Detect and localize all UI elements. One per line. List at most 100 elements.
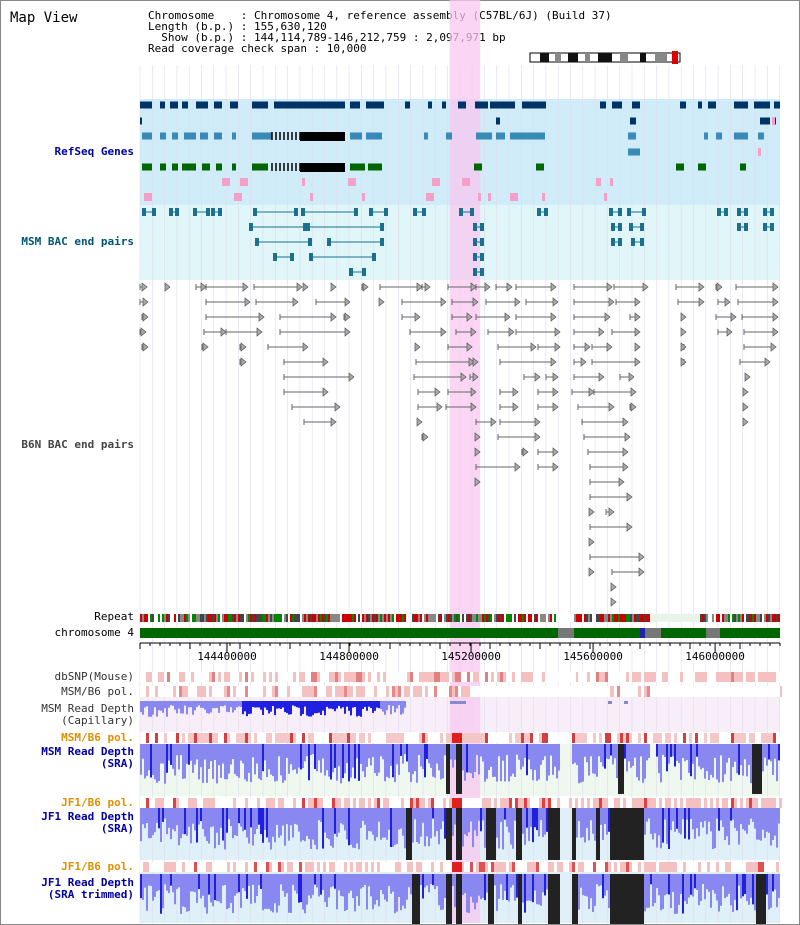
jf1-b6-pol-variant bbox=[149, 798, 152, 808]
track-label-jf1-depth-sra[interactable]: JF1 Read Depth (SRA) bbox=[41, 811, 134, 835]
b6n-bac-arrow bbox=[552, 402, 559, 412]
jf1-sra-depth bbox=[180, 808, 182, 839]
jf1-b6-pol-variant bbox=[578, 798, 581, 808]
msm-b6-pol2-variant bbox=[236, 733, 239, 743]
b6n-bac-arrow bbox=[638, 552, 645, 562]
jf1-b6-pol-variant bbox=[380, 798, 383, 808]
jf1-b6-pol-variant bbox=[701, 798, 704, 808]
dbsnp-variant bbox=[212, 672, 215, 682]
jf1-sra-depth bbox=[434, 808, 436, 837]
msm-bac-end bbox=[380, 223, 384, 231]
msm-b6-pol-variant bbox=[335, 686, 338, 697]
repeat-element bbox=[768, 614, 770, 622]
track-label-msm-b6-pol[interactable]: MSM/B6 pol. bbox=[61, 685, 134, 698]
msm-capillary-depth bbox=[266, 701, 268, 710]
repeat-element bbox=[190, 614, 192, 622]
jf1-b6-pol-variant bbox=[425, 798, 428, 808]
jf1-trimmed-depth bbox=[400, 874, 402, 911]
msm-capillary-depth bbox=[226, 701, 228, 712]
track-label-b6n-bac[interactable]: B6N BAC end pairs bbox=[21, 438, 134, 451]
msm-b6-pol2-variant bbox=[170, 733, 173, 743]
jf1-trimmed-depth bbox=[470, 874, 472, 897]
jf1-b6-pol2-variant bbox=[479, 862, 482, 872]
msm-sra-depth bbox=[270, 744, 272, 775]
msm-sra-depth bbox=[680, 744, 682, 780]
jf1-sra-depth bbox=[184, 808, 186, 835]
msm-sra-depth bbox=[164, 744, 166, 784]
track-label-jf1-depth-trimmed[interactable]: JF1 Read Depth (SRA trimmed) bbox=[41, 877, 134, 901]
jf1-trimmed-depth bbox=[502, 874, 504, 900]
msm-b6-pol-variant bbox=[209, 686, 212, 697]
msm-capillary-depth bbox=[394, 701, 396, 713]
jf1-b6-pol-variant bbox=[254, 798, 257, 808]
track-label-msm-depth-sra[interactable]: MSM Read Depth (SRA) bbox=[41, 746, 134, 770]
msm-bac-end bbox=[627, 208, 631, 216]
b6n-bac-arrow bbox=[514, 462, 521, 472]
msm-b6-pol-variant bbox=[632, 686, 635, 697]
dbsnp-variant bbox=[155, 672, 158, 682]
msm-b6-pol2-variant bbox=[698, 733, 701, 743]
track-label-msm-bac[interactable]: MSM BAC end pairs bbox=[21, 235, 134, 248]
repeat-element bbox=[186, 614, 188, 622]
track-label-jf1-b6-pol[interactable]: JF1/B6 pol. bbox=[61, 796, 134, 809]
msm-capillary-depth bbox=[344, 701, 346, 714]
msm-sra-depth bbox=[440, 744, 442, 780]
dbsnp-variant bbox=[581, 672, 584, 682]
capillary-mark bbox=[624, 701, 628, 704]
msm-b6-pol-variant bbox=[314, 686, 317, 697]
jf1-sra-depth bbox=[760, 808, 762, 841]
repeat-element bbox=[332, 614, 334, 622]
track-label-refseq[interactable]: RefSeq Genes bbox=[54, 145, 134, 158]
jf1-sra-depth bbox=[674, 808, 676, 832]
jf1-sra-depth bbox=[650, 808, 652, 834]
jf1-sra-depth bbox=[600, 808, 602, 825]
repeat-element bbox=[638, 614, 640, 622]
jf1-sra-depth bbox=[466, 808, 468, 837]
jf1-sra-depth bbox=[644, 808, 646, 835]
track-label-jf1-b6-pol-2[interactable]: JF1/B6 pol. bbox=[61, 860, 134, 873]
msm-sra-depth bbox=[496, 744, 498, 782]
msm-capillary-depth bbox=[162, 701, 164, 713]
jf1-b6-pol2-variant bbox=[692, 862, 695, 872]
jf1-b6-pol-variant bbox=[629, 798, 632, 808]
msm-b6-pol2-variant bbox=[203, 733, 206, 743]
repeat-element bbox=[378, 614, 380, 622]
track-label-msm-b6-pol-2[interactable]: MSM/B6 pol. bbox=[61, 731, 134, 744]
jf1-sra-depth bbox=[724, 808, 726, 841]
track-label-chromosome[interactable]: chromosome 4 bbox=[54, 626, 134, 639]
b6n-bac-arrow bbox=[552, 387, 559, 397]
jf1-trimmed-depth bbox=[720, 874, 722, 906]
jf1-trimmed-depth bbox=[540, 874, 542, 906]
repeat-element bbox=[750, 614, 752, 622]
jf1-sra-depth bbox=[428, 808, 430, 847]
track-label-dbsnp[interactable]: dbSNP(Mouse) bbox=[54, 670, 134, 683]
msm-capillary-depth bbox=[168, 701, 170, 708]
dbsnp-variant bbox=[743, 672, 746, 682]
jf1-b6-pol-variant bbox=[212, 798, 215, 808]
jf1-trimmed-depth bbox=[184, 874, 186, 908]
msm-b6-pol2-variant bbox=[647, 733, 650, 743]
msm-bac-end bbox=[169, 208, 173, 216]
dbsnp-variant bbox=[434, 672, 437, 682]
repeat-element bbox=[716, 614, 718, 622]
repeat-element bbox=[530, 614, 532, 622]
jf1-b6-pol-variant bbox=[668, 798, 671, 808]
jf1-b6-pol-variant bbox=[671, 798, 674, 808]
jf1-b6-pol-variant bbox=[377, 798, 380, 808]
msm-bac-end bbox=[611, 238, 615, 246]
dbsnp-variant bbox=[221, 672, 224, 682]
jf1-trimmed-depth bbox=[220, 874, 222, 904]
jf1-sra-depth bbox=[536, 808, 538, 831]
jf1-b6-pol-variant bbox=[329, 798, 332, 808]
track-label-repeat[interactable]: Repeat bbox=[94, 610, 134, 623]
track-label-msm-depth-capillary[interactable]: MSM Read Depth (Capillary) bbox=[41, 703, 134, 727]
msm-b6-pol2-variant bbox=[278, 733, 281, 743]
msm-capillary-depth bbox=[392, 701, 394, 706]
msm-b6-pol2-variant bbox=[404, 733, 407, 743]
msm-b6-pol2-variant bbox=[194, 733, 197, 743]
msm-b6-pol2-variant bbox=[515, 733, 518, 743]
dbsnp-variant bbox=[626, 672, 629, 682]
msm-sra-depth bbox=[144, 744, 146, 779]
dbsnp-variant bbox=[188, 672, 191, 682]
